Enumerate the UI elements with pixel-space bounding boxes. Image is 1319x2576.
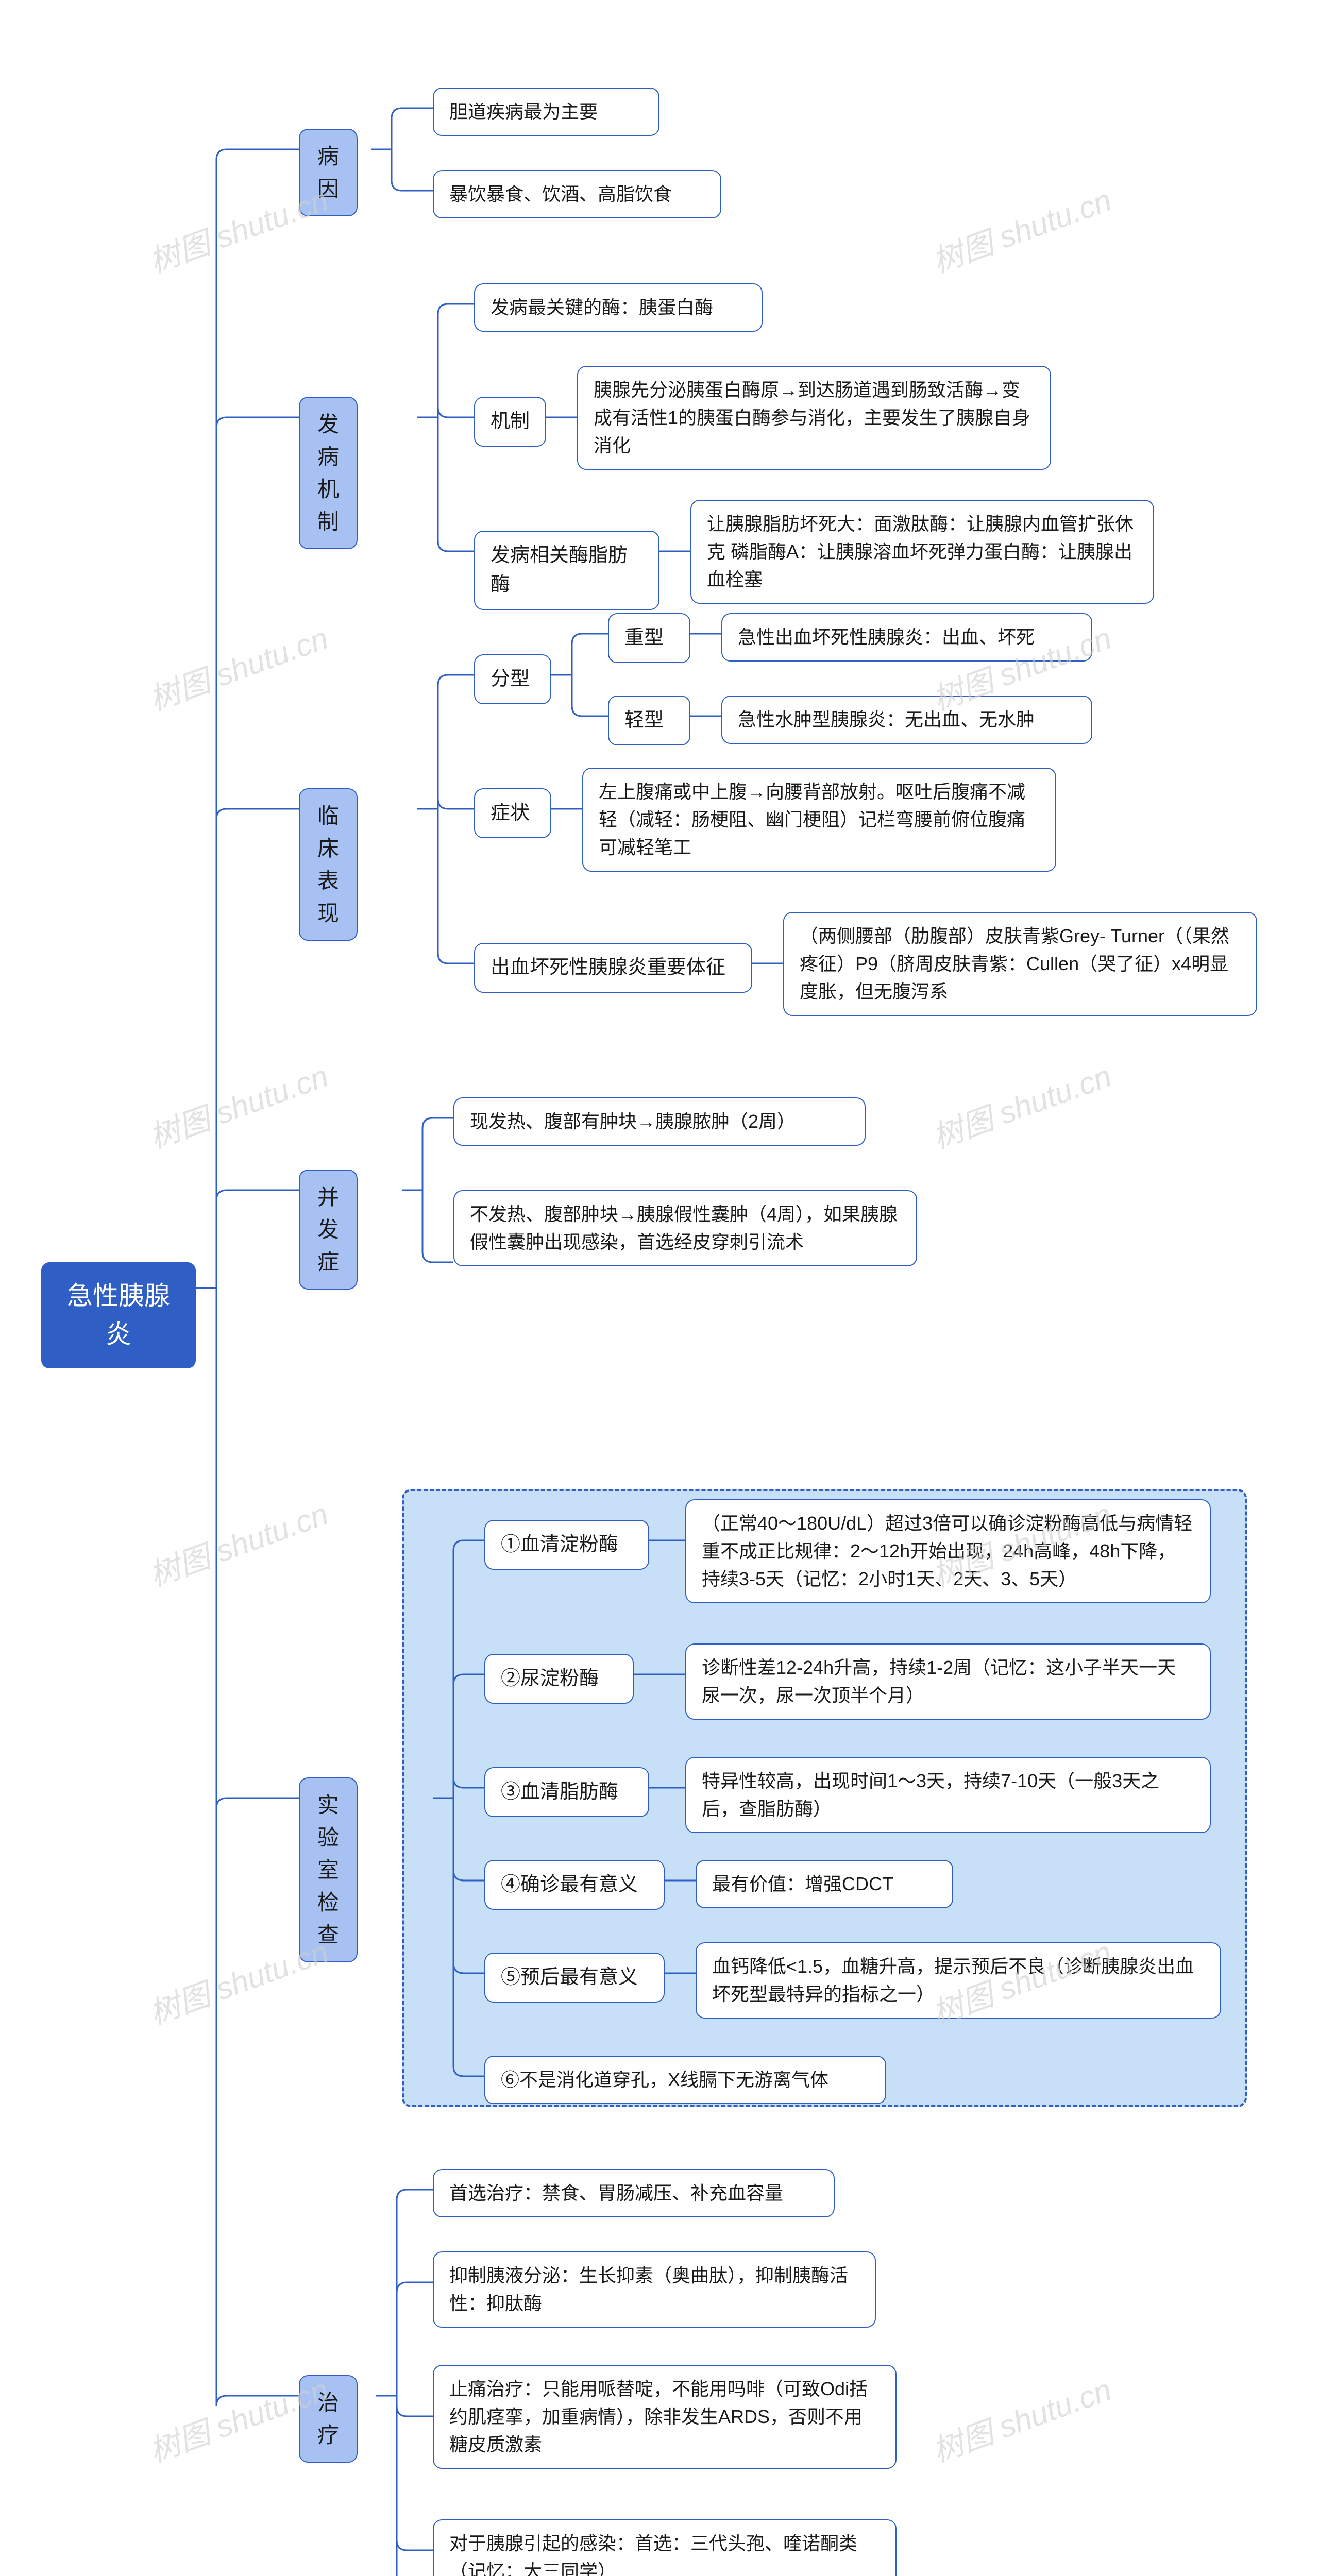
leaf-text: 机制 [491, 407, 530, 436]
comp-1[interactable]: 不发热、腹部肿块→胰腺假性囊肿（4周），如果胰腺假性囊肿出现感染，首选经皮穿刺引… [453, 1190, 917, 1266]
leaf-text: 对于胰腺引起的感染：首选：三代头孢、喹诺酮类（记忆：大三同学） [449, 2530, 880, 2576]
root-node[interactable]: 急性胰腺炎 [41, 1262, 196, 1368]
branch-label: 发病机制 [317, 408, 339, 538]
root-label: 急性胰腺炎 [60, 1277, 177, 1354]
branch-label: 并发症 [317, 1181, 339, 1278]
branch-label: 临床表现 [317, 800, 339, 929]
leaf-text: 让胰腺脂肪坏死大：面激肽酶：让胰腺内血管扩张休克 磷脂酶A：让胰腺溶血坏死弹力蛋… [707, 510, 1138, 594]
lab-3-c[interactable]: 最有价值：增强CDCT [696, 1860, 953, 1908]
leaf-text: 发病最关键的酶：胰蛋白酶 [491, 294, 713, 321]
lab-3[interactable]: ④确诊最有意义 [484, 1860, 665, 1910]
watermark: 树图 shutu.cn [142, 613, 333, 719]
leaf-text: 最有价值：增强CDCT [712, 1870, 893, 1898]
treat-0[interactable]: 首选治疗：禁食、胃肠减压、补充血容量 [433, 2169, 835, 2217]
clinical-1-c[interactable]: 左上腹痛或中上腹→向腰背部放射。呕吐后腹痛不减轻（减轻：肠梗阻、幽门梗阻）记栏弯… [582, 768, 1056, 872]
leaf-text: 不发热、腹部肿块→胰腺假性囊肿（4周），如果胰腺假性囊肿出现感染，首选经皮穿刺引… [470, 1200, 901, 1256]
leaf-text: 急性水肿型胰腺炎：无出血、无水肿 [738, 706, 1035, 734]
branch-pathogenesis[interactable]: 发病机制 [299, 397, 358, 549]
patho-1[interactable]: 机制 [474, 397, 546, 447]
clinical-0[interactable]: 分型 [474, 654, 551, 704]
leaf-text: 血钙降低<1.5，血糖升高，提示预后不良（诊断胰腺炎出血坏死型最特异的指标之一） [712, 1953, 1205, 2008]
leaf-text: 出血坏死性胰腺炎重要体征 [491, 953, 725, 982]
branch-lab[interactable]: 实验室检查 [299, 1777, 358, 1962]
leaf-text: （两侧腰部（肋腹部）皮肤青紫Grey- Turner（（果然疼征）P9（脐周皮肤… [800, 922, 1241, 1006]
patho-0[interactable]: 发病最关键的酶：胰蛋白酶 [474, 283, 763, 332]
lab-4-c[interactable]: 血钙降低<1.5，血糖升高，提示预后不良（诊断胰腺炎出血坏死型最特异的指标之一） [696, 1942, 1221, 2019]
etiology-child-0[interactable]: 胆道疾病最为主要 [433, 88, 660, 136]
treat-1[interactable]: 抑制胰液分泌：生长抑素（奥曲肽），抑制胰酶活性：抑肽酶 [433, 2251, 876, 2328]
leaf-text: 诊断性差12-24h升高，持续1-2周（记忆：这小子半天一天尿一次，尿一次顶半个… [702, 1654, 1194, 1709]
leaf-text: ④确诊最有意义 [501, 1870, 638, 1900]
clinical-0-0-c[interactable]: 急性出血坏死性胰腺炎：出血、坏死 [721, 613, 1092, 662]
leaf-text: 抑制胰液分泌：生长抑素（奥曲肽），抑制胰酶活性：抑肽酶 [449, 2262, 859, 2317]
patho-2[interactable]: 发病相关酶脂肪酶 [474, 531, 660, 610]
leaf-text: ⑥不是消化道穿孔，X线膈下无游离气体 [501, 2066, 828, 2094]
leaf-text: 发病相关酶脂肪酶 [491, 541, 643, 600]
lab-2-c[interactable]: 特异性较高，出现时间1～3天，持续7-10天（一般3天之后，查脂肪酶） [685, 1757, 1211, 1833]
clinical-1[interactable]: 症状 [474, 788, 551, 838]
lab-0[interactable]: ①血清淀粉酶 [484, 1520, 649, 1570]
clinical-0-0[interactable]: 重型 [608, 613, 690, 663]
leaf-text: （正常40～180U/dL）超过3倍可以确诊淀粉酶高低与病情轻重不成正比规律：2… [702, 1510, 1194, 1593]
lab-4[interactable]: ⑤预后最有意义 [484, 1953, 665, 2003]
branch-treatment[interactable]: 治疗 [299, 2375, 358, 2463]
branch-complications[interactable]: 并发症 [299, 1170, 358, 1290]
watermark: 树图 shutu.cn [925, 175, 1117, 281]
watermark: 树图 shutu.cn [142, 1489, 333, 1595]
treat-3[interactable]: 对于胰腺引起的感染：首选：三代头孢、喹诺酮类（记忆：大三同学） [433, 2519, 897, 2576]
lab-1[interactable]: ②尿淀粉酶 [484, 1654, 634, 1704]
treat-2[interactable]: 止痛治疗：只能用哌替啶，不能用吗啡（可致Odi括约肌痉挛，加重病情），除非发生A… [433, 2365, 897, 2469]
watermark: 树图 shutu.cn [925, 2365, 1117, 2471]
leaf-text: 胆道疾病最为主要 [449, 98, 598, 126]
leaf-text: 暴饮暴食、饮酒、高脂饮食 [449, 180, 672, 208]
leaf-text: 首选治疗：禁食、胃肠减压、补充血容量 [449, 2179, 783, 2207]
lab-5[interactable]: ⑥不是消化道穿孔，X线膈下无游离气体 [484, 2056, 886, 2104]
leaf-text: 重型 [624, 623, 664, 653]
patho-1-child[interactable]: 胰腺先分泌胰蛋白酶原→到达肠道遇到肠致活酶→变成有活性1的胰蛋白酶参与消化，主要… [577, 366, 1051, 470]
patho-2-child[interactable]: 让胰腺脂肪坏死大：面激肽酶：让胰腺内血管扩张休克 磷脂酶A：让胰腺溶血坏死弹力蛋… [690, 500, 1154, 604]
leaf-text: 胰腺先分泌胰蛋白酶原→到达肠道遇到肠致活酶→变成有活性1的胰蛋白酶参与消化，主要… [594, 376, 1035, 460]
leaf-text: 轻型 [624, 706, 664, 735]
branch-label: 治疗 [317, 2386, 339, 2451]
branch-label: 病因 [317, 140, 339, 205]
clinical-2-c[interactable]: （两侧腰部（肋腹部）皮肤青紫Grey- Turner（（果然疼征）P9（脐周皮肤… [783, 912, 1257, 1016]
leaf-text: 症状 [491, 799, 530, 828]
watermark: 树图 shutu.cn [925, 1051, 1117, 1157]
branch-clinical[interactable]: 临床表现 [299, 788, 358, 941]
lab-1-c[interactable]: 诊断性差12-24h升高，持续1-2周（记忆：这小子半天一天尿一次，尿一次顶半个… [685, 1643, 1211, 1720]
leaf-text: 左上腹痛或中上腹→向腰背部放射。呕吐后腹痛不减轻（减轻：肠梗阻、幽门梗阻）记栏弯… [599, 778, 1040, 861]
leaf-text: 现发热、腹部有肿块→胰腺脓肿（2周） [470, 1108, 796, 1136]
lab-0-c[interactable]: （正常40～180U/dL）超过3倍可以确诊淀粉酶高低与病情轻重不成正比规律：2… [685, 1499, 1211, 1603]
leaf-text: 分型 [491, 665, 530, 694]
branch-label: 实验室检查 [317, 1789, 339, 1951]
etiology-child-1[interactable]: 暴饮暴食、饮酒、高脂饮食 [433, 170, 721, 218]
leaf-text: ②尿淀粉酶 [501, 1664, 599, 1693]
watermark: 树图 shutu.cn [142, 1051, 333, 1157]
clinical-2[interactable]: 出血坏死性胰腺炎重要体征 [474, 943, 752, 993]
leaf-text: 止痛治疗：只能用哌替啶，不能用吗啡（可致Odi括约肌痉挛，加重病情），除非发生A… [449, 2375, 880, 2459]
comp-0[interactable]: 现发热、腹部有肿块→胰腺脓肿（2周） [453, 1097, 866, 1146]
leaf-text: 特异性较高，出现时间1～3天，持续7-10天（一般3天之后，查脂肪酶） [702, 1767, 1194, 1823]
branch-etiology[interactable]: 病因 [299, 129, 358, 216]
leaf-text: 急性出血坏死性胰腺炎：出血、坏死 [738, 623, 1035, 651]
leaf-text: ①血清淀粉酶 [501, 1530, 618, 1560]
clinical-0-1-c[interactable]: 急性水肿型胰腺炎：无出血、无水肿 [721, 696, 1092, 744]
clinical-0-1[interactable]: 轻型 [608, 696, 690, 745]
lab-2[interactable]: ③血清脂肪酶 [484, 1767, 649, 1817]
leaf-text: ③血清脂肪酶 [501, 1777, 618, 1807]
leaf-text: ⑤预后最有意义 [501, 1963, 638, 1992]
